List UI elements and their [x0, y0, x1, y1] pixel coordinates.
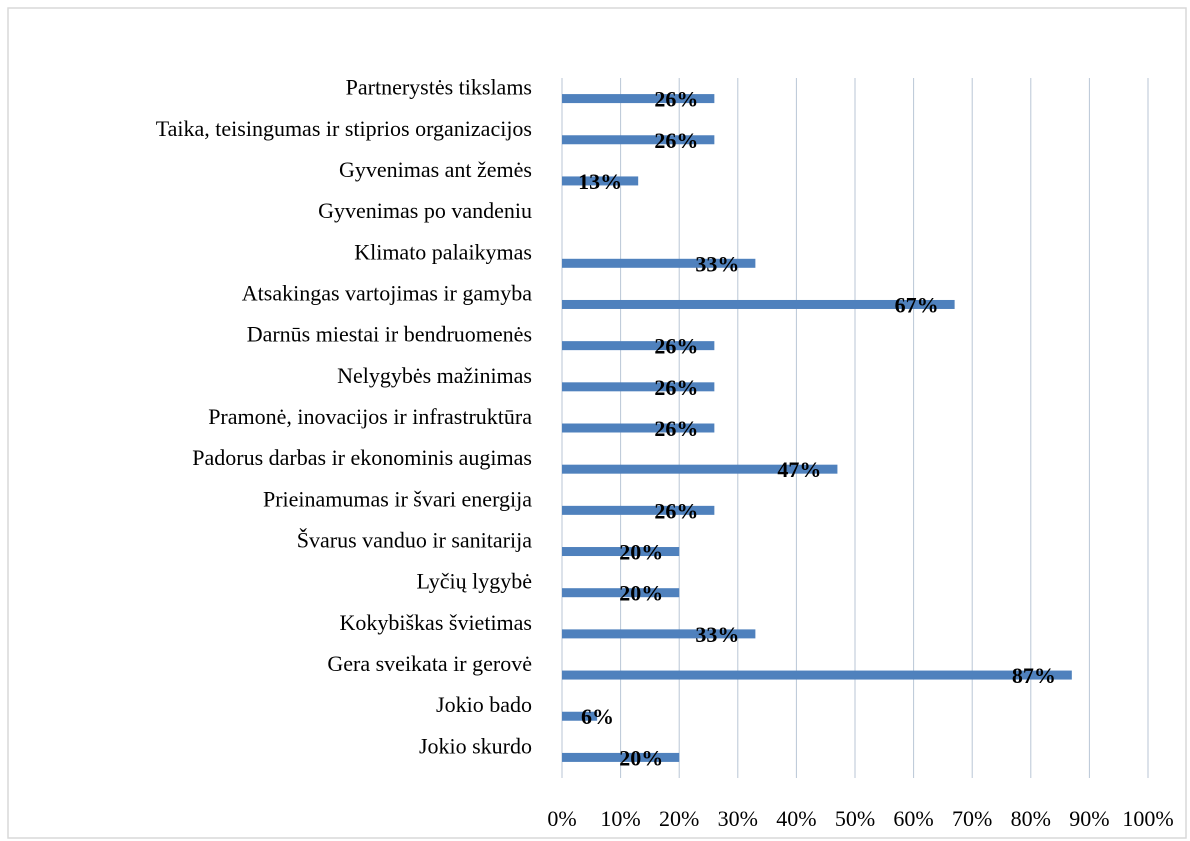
x-tick-label: 60%: [893, 806, 933, 831]
data-label: 47%: [777, 457, 821, 482]
category-label: Atsakingas vartojimas ir gamyba: [242, 280, 532, 305]
bar: [562, 341, 715, 351]
x-tick-label: 70%: [952, 806, 992, 831]
bar: [562, 588, 680, 598]
bar: [562, 670, 1072, 680]
category-label: Gyvenimas ant žemės: [339, 157, 532, 182]
category-label: Gyvenimas po vandeniu: [318, 198, 532, 223]
category-label: Prieinamumas ir švari energija: [263, 486, 532, 511]
x-tick-label: 20%: [659, 806, 699, 831]
bar: [562, 464, 838, 474]
bar: [562, 752, 680, 762]
x-tick-label: 40%: [776, 806, 816, 831]
data-label: 33%: [695, 251, 739, 276]
data-label: 26%: [654, 334, 698, 359]
data-label: 26%: [654, 416, 698, 441]
bar: [562, 629, 756, 639]
data-label: 20%: [619, 581, 663, 606]
bar: [562, 423, 715, 433]
category-label: Darnūs miestai ir bendruomenės: [247, 322, 532, 347]
data-label: 20%: [619, 745, 663, 770]
bar: [562, 176, 639, 186]
category-label: Švarus vanduo ir sanitarija: [297, 528, 532, 553]
data-label: 26%: [654, 87, 698, 112]
data-label: 26%: [654, 128, 698, 153]
data-label: 13%: [578, 169, 622, 194]
bar: [562, 711, 598, 721]
bar: [562, 258, 756, 268]
bar: [562, 94, 715, 104]
data-label: 87%: [1012, 663, 1056, 688]
category-label: Pramonė, inovacijos ir infrastruktūra: [208, 404, 532, 429]
data-label: 26%: [654, 498, 698, 523]
x-tick-label: 100%: [1122, 806, 1173, 831]
category-label: Partnerystės tikslams: [346, 75, 532, 100]
data-label: 67%: [895, 292, 939, 317]
category-label: Padorus darbas ir ekonominis augimas: [192, 445, 532, 470]
data-label: 20%: [619, 540, 663, 565]
category-label: Jokio skurdo: [419, 733, 532, 758]
x-tick-label: 30%: [718, 806, 758, 831]
bar: [562, 547, 680, 557]
category-label: Nelygybės mažinimas: [337, 363, 532, 388]
data-label: 33%: [695, 622, 739, 647]
x-tick-label: 10%: [600, 806, 640, 831]
category-label: Jokio bado: [436, 692, 532, 717]
bar: [562, 382, 715, 392]
data-label: 26%: [654, 375, 698, 400]
bar: [562, 135, 715, 145]
x-tick-label: 50%: [835, 806, 875, 831]
category-label: Gera sveikata ir gerovė: [327, 651, 532, 676]
x-tick-label: 90%: [1069, 806, 1109, 831]
category-label: Klimato palaikymas: [354, 239, 532, 264]
bar: [562, 505, 715, 515]
bar: [562, 299, 955, 309]
category-label: Lyčių lygybė: [417, 569, 532, 594]
x-tick-label: 0%: [547, 806, 576, 831]
category-label: Taika, teisingumas ir stiprios organizac…: [156, 116, 532, 141]
x-tick-label: 80%: [1011, 806, 1051, 831]
data-label: 6%: [581, 704, 614, 729]
category-label: Kokybiškas švietimas: [340, 610, 533, 635]
chart-frame: [7, 7, 1187, 839]
